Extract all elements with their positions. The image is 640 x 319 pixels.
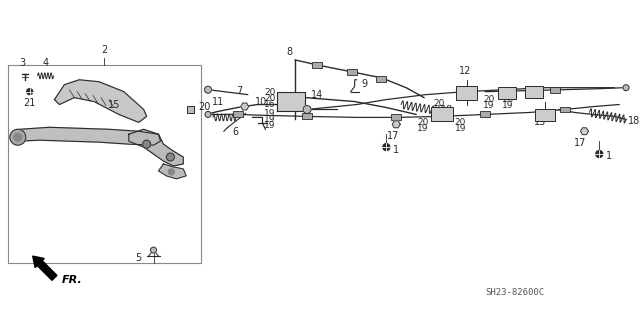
Polygon shape xyxy=(392,121,400,128)
Text: 20: 20 xyxy=(417,118,429,127)
FancyArrow shape xyxy=(33,256,57,280)
Circle shape xyxy=(303,106,311,114)
Bar xyxy=(376,76,387,82)
Text: 11: 11 xyxy=(212,98,224,108)
Text: 13: 13 xyxy=(534,117,546,127)
Text: 19: 19 xyxy=(264,109,275,118)
Text: 7: 7 xyxy=(237,85,243,96)
Polygon shape xyxy=(580,128,588,135)
Text: 14: 14 xyxy=(311,90,323,100)
Bar xyxy=(535,109,555,121)
Bar xyxy=(550,87,559,93)
Bar xyxy=(559,107,570,113)
Circle shape xyxy=(166,153,174,161)
Text: 19: 19 xyxy=(433,105,445,114)
Circle shape xyxy=(596,151,603,158)
Text: 18: 18 xyxy=(628,116,640,126)
Circle shape xyxy=(205,86,211,93)
Text: 3: 3 xyxy=(20,58,26,68)
Polygon shape xyxy=(12,127,161,145)
Circle shape xyxy=(168,169,174,175)
Text: 10: 10 xyxy=(255,97,268,107)
Text: 16: 16 xyxy=(264,100,275,108)
Text: 6: 6 xyxy=(233,127,239,137)
Text: 12: 12 xyxy=(460,66,472,76)
Bar xyxy=(277,92,305,111)
Bar xyxy=(431,108,452,121)
Text: 17: 17 xyxy=(387,131,399,141)
Text: 5: 5 xyxy=(136,253,141,263)
Text: 19: 19 xyxy=(264,115,275,124)
Bar xyxy=(525,86,543,98)
Text: 2: 2 xyxy=(101,45,107,55)
Bar xyxy=(312,62,322,68)
Text: SH23-82600C: SH23-82600C xyxy=(486,288,545,297)
Text: 20: 20 xyxy=(198,102,211,113)
Bar xyxy=(187,106,194,113)
Text: 20: 20 xyxy=(264,94,275,103)
Circle shape xyxy=(205,111,211,117)
Text: 19: 19 xyxy=(417,124,429,133)
Text: 20: 20 xyxy=(483,95,494,104)
Circle shape xyxy=(14,133,22,141)
Bar xyxy=(233,111,243,117)
Text: 4: 4 xyxy=(42,58,49,68)
Text: FR.: FR. xyxy=(61,275,82,285)
Circle shape xyxy=(143,140,150,148)
Text: 20: 20 xyxy=(433,99,445,108)
Bar xyxy=(302,114,312,119)
Text: 18: 18 xyxy=(441,106,453,115)
Bar xyxy=(8,65,201,263)
Text: 20: 20 xyxy=(454,118,466,127)
Text: 8: 8 xyxy=(286,47,292,57)
Text: 17: 17 xyxy=(574,138,587,148)
Bar xyxy=(500,88,510,94)
Bar xyxy=(391,115,401,120)
Polygon shape xyxy=(129,129,183,166)
Text: 19: 19 xyxy=(483,100,494,109)
Bar xyxy=(481,111,490,117)
Circle shape xyxy=(27,89,33,95)
Bar xyxy=(347,69,356,75)
Text: 15: 15 xyxy=(108,100,120,109)
Text: 1: 1 xyxy=(393,145,399,155)
Text: 19: 19 xyxy=(264,121,275,130)
Bar xyxy=(499,87,516,99)
Bar xyxy=(456,86,477,100)
Text: 20: 20 xyxy=(502,95,514,104)
Text: 1: 1 xyxy=(606,151,612,161)
Text: 9: 9 xyxy=(362,79,368,89)
Polygon shape xyxy=(54,80,147,122)
Text: 20: 20 xyxy=(264,88,275,97)
Text: 21: 21 xyxy=(24,98,36,108)
Polygon shape xyxy=(159,164,186,179)
Circle shape xyxy=(10,129,26,145)
Circle shape xyxy=(150,247,157,253)
Text: 19: 19 xyxy=(502,100,514,109)
Circle shape xyxy=(383,144,390,151)
Text: 19: 19 xyxy=(454,124,466,133)
Circle shape xyxy=(623,85,629,91)
Polygon shape xyxy=(241,103,248,110)
